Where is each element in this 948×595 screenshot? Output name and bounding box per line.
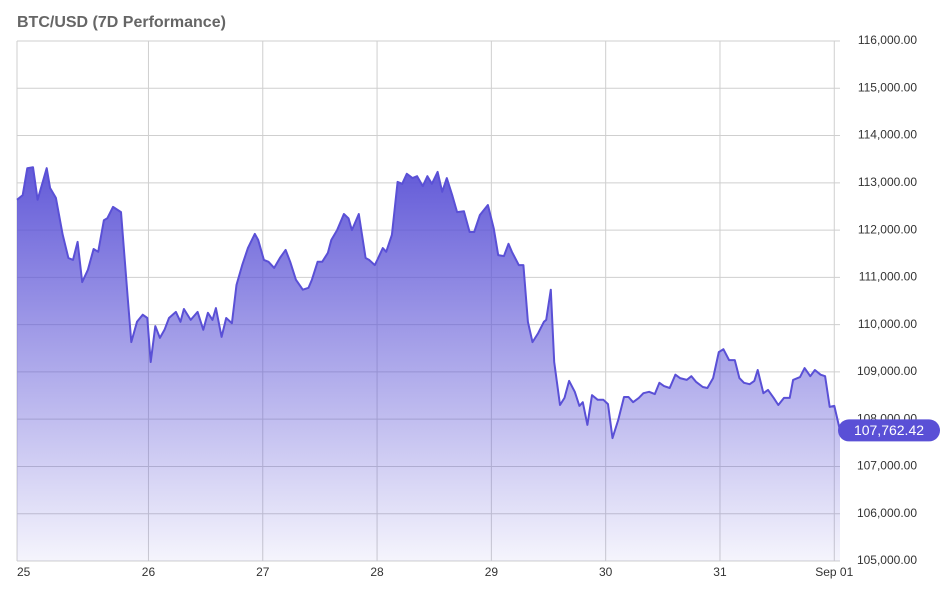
price-line xyxy=(16,166,841,440)
y-tick-label: 105,000.00 xyxy=(857,553,917,567)
x-tick-label: 30 xyxy=(599,565,613,579)
y-tick-label: 114,000.00 xyxy=(858,128,917,142)
y-tick-label: 112,000.00 xyxy=(858,222,917,236)
x-tick-label: 25 xyxy=(17,565,31,579)
y-tick-label: 111,000.00 xyxy=(859,270,918,284)
x-tick-label: 28 xyxy=(370,565,384,579)
y-tick-label: 115,000.00 xyxy=(858,80,917,94)
last-price-label: 107,762.42 xyxy=(854,422,924,438)
y-tick-label: 116,000.00 xyxy=(858,33,917,47)
x-tick-label: Sep 01 xyxy=(815,565,853,579)
x-tick-label: 29 xyxy=(485,565,499,579)
x-tick-label: 27 xyxy=(256,565,270,579)
y-tick-label: 113,000.00 xyxy=(858,175,917,189)
y-tick-label: 106,000.00 xyxy=(857,506,917,520)
last-price-badge xyxy=(838,419,940,442)
labels: 105,000.00106,000.00107,000.00108,000.00… xyxy=(17,33,940,579)
area-fill xyxy=(17,167,840,561)
y-tick-label: 109,000.00 xyxy=(857,364,917,378)
y-tick-label: 110,000.00 xyxy=(858,317,917,331)
plot xyxy=(16,166,841,561)
x-tick-label: 26 xyxy=(142,565,156,579)
y-tick-label: 107,000.00 xyxy=(857,459,917,473)
x-tick-label: 31 xyxy=(713,565,727,579)
chart-title: BTC/USD (7D Performance) xyxy=(17,14,226,31)
